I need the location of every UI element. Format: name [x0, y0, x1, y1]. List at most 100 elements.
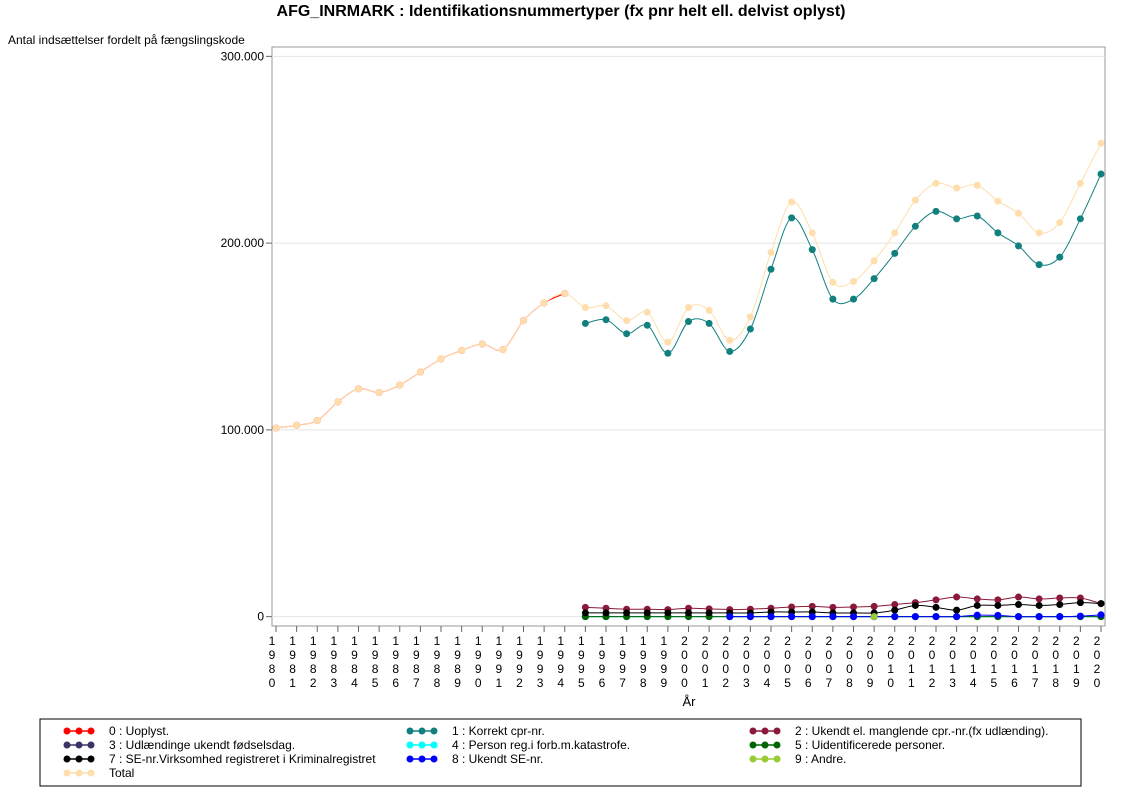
legend-marker	[75, 741, 83, 749]
legend-marker	[418, 755, 426, 763]
point	[581, 609, 589, 617]
point	[891, 606, 899, 614]
point	[643, 609, 651, 617]
x-tick-label: 2017	[1028, 634, 1042, 690]
x-tick-label: 2019	[1069, 634, 1083, 690]
legend-marker	[749, 741, 757, 749]
point	[705, 319, 713, 327]
legend-marker	[87, 727, 95, 735]
legend-marker	[87, 769, 95, 777]
point	[664, 349, 672, 357]
legend-marker	[418, 741, 426, 749]
legend-marker	[406, 727, 414, 735]
series-line	[585, 596, 1102, 611]
point	[994, 611, 1002, 619]
point	[911, 222, 919, 230]
legend-marker	[75, 755, 83, 763]
x-tick-label: 2016	[1008, 634, 1022, 690]
point	[932, 207, 940, 215]
point	[1097, 170, 1105, 178]
point	[953, 613, 961, 621]
point	[829, 603, 837, 611]
legend-marker	[761, 727, 769, 735]
point	[932, 179, 940, 187]
legend-marker	[749, 727, 757, 735]
point	[458, 347, 466, 355]
point	[746, 325, 754, 333]
x-tick-label: 1998	[636, 634, 650, 690]
point	[911, 601, 919, 609]
x-tick-label: 1988	[430, 634, 444, 690]
legend-marker	[430, 755, 438, 763]
legend-label: 7 : SE-nr.Virksomhed registreret i Krimi…	[109, 752, 376, 766]
point	[1056, 219, 1064, 227]
point	[396, 381, 404, 389]
legend-marker	[87, 741, 95, 749]
x-tick-label: 2013	[946, 634, 960, 690]
point	[313, 417, 321, 425]
x-tick-label: 2011	[904, 634, 918, 690]
point	[643, 321, 651, 329]
legend-marker	[406, 741, 414, 749]
point	[623, 317, 631, 325]
point	[994, 596, 1002, 604]
point	[870, 275, 878, 283]
x-tick-label: 1999	[657, 634, 671, 690]
point	[1076, 612, 1084, 620]
point	[1015, 601, 1022, 609]
point	[953, 215, 961, 223]
x-tick-label: 1986	[389, 634, 403, 690]
legend-label: Total	[109, 766, 134, 780]
point	[746, 313, 754, 321]
legend-marker	[761, 741, 769, 749]
point	[664, 338, 672, 346]
legend-label: 5 : Uidentificerede personer.	[795, 738, 945, 752]
legend-label: 8 : Ukendt SE-nr.	[452, 752, 543, 766]
x-tick-label: 1980	[265, 634, 279, 690]
legend-marker	[63, 755, 71, 763]
x-tick-label: 2003	[739, 634, 753, 690]
point	[1076, 179, 1084, 187]
legend-label: 4 : Person reg.i forb.m.katastrofe.	[452, 738, 630, 752]
point	[973, 595, 981, 603]
series-line	[585, 602, 1102, 614]
point	[581, 304, 589, 312]
point	[994, 601, 1002, 609]
x-tick-label: 1984	[348, 634, 362, 690]
point	[808, 613, 816, 621]
legend-marker	[749, 755, 757, 763]
point	[953, 184, 961, 192]
point	[581, 319, 589, 327]
legend-marker	[87, 755, 95, 763]
point	[726, 613, 734, 621]
point	[788, 603, 796, 611]
point	[870, 602, 878, 610]
point	[829, 295, 837, 303]
point	[602, 316, 610, 324]
point	[293, 421, 301, 429]
point	[746, 613, 754, 621]
point	[932, 613, 940, 621]
legend-marker	[406, 755, 414, 763]
x-tick-label: 1992	[513, 634, 527, 690]
x-tick-label: 1994	[554, 634, 568, 690]
point	[767, 613, 775, 621]
legend-label: 1 : Korrekt cpr-nr.	[452, 724, 545, 738]
point	[602, 302, 610, 310]
point	[1056, 253, 1064, 261]
x-tick-label: 2015	[987, 634, 1001, 690]
point	[973, 611, 981, 619]
legend-marker	[418, 727, 426, 735]
point	[375, 389, 383, 397]
point	[850, 613, 857, 621]
legend-marker	[430, 741, 438, 749]
y-tick-label: 100.000	[221, 423, 265, 437]
point	[953, 593, 961, 601]
y-axis-label: Antal indsættelser fordelt på fængslings…	[8, 33, 245, 47]
point	[932, 603, 940, 611]
x-tick-label: 2010	[884, 634, 898, 690]
point	[685, 318, 692, 326]
point	[623, 609, 631, 617]
x-tick-label: 2009	[863, 634, 877, 690]
